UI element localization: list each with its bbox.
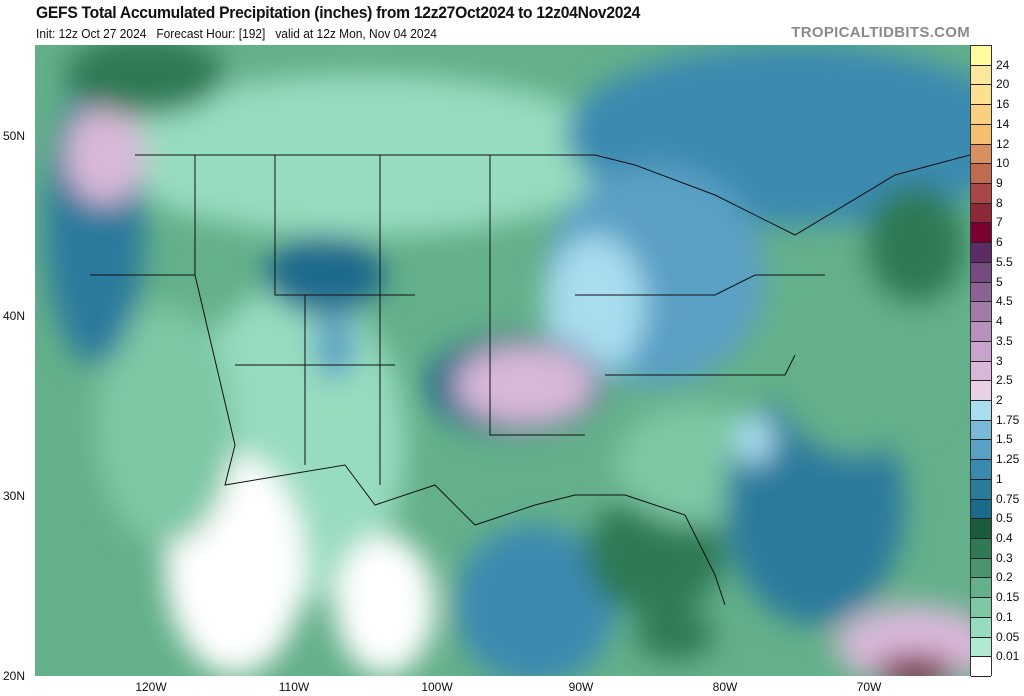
colorbar-segment xyxy=(971,578,991,599)
colorbar-label: 14 xyxy=(996,116,1010,131)
colorbar-segment xyxy=(971,538,991,559)
colorbar-label: 3.5 xyxy=(996,333,1013,348)
colorbar-label: 24 xyxy=(996,57,1010,72)
lon-label: 100W xyxy=(421,680,453,694)
colorbar-label: 1.25 xyxy=(996,452,1020,467)
colorbar-segment xyxy=(971,361,991,382)
colorbar-label: 5.5 xyxy=(996,254,1013,269)
colorbar-label: 10 xyxy=(996,156,1010,171)
colorbar-label: 1 xyxy=(996,471,1003,486)
colorbar-segment xyxy=(971,65,991,86)
colorbar-segment xyxy=(971,144,991,165)
colorbar-label: 0.5 xyxy=(996,511,1013,526)
colorbar-label: 1.75 xyxy=(996,412,1020,427)
precipitation-map xyxy=(35,45,970,676)
precip-field xyxy=(45,45,970,676)
colorbar-label: 9 xyxy=(996,176,1003,191)
colorbar-label: 2.5 xyxy=(996,373,1013,388)
colorbar-label: 0.75 xyxy=(996,491,1020,506)
colorbar-segment xyxy=(971,223,991,244)
colorbar-label: 2 xyxy=(996,392,1003,407)
colorbar-label: 12 xyxy=(996,136,1010,151)
colorbar-segment xyxy=(971,262,991,283)
colorbar xyxy=(970,45,992,677)
colorbar-label: 1.5 xyxy=(996,432,1013,447)
colorbar-segment xyxy=(971,657,991,677)
lat-label: 20N xyxy=(3,669,26,683)
colorbar-segment xyxy=(971,105,991,125)
colorbar-segment xyxy=(971,164,991,185)
lon-label: 80W xyxy=(712,680,738,694)
colorbar-segment xyxy=(971,203,991,224)
colorbar-segment xyxy=(971,420,991,441)
colorbar-label: 7 xyxy=(996,215,1003,230)
map-subtitle: Init: 12z Oct 27 2024 Forecast Hour: [19… xyxy=(36,26,437,41)
colorbar-label: 3 xyxy=(996,353,1003,368)
state-borders xyxy=(90,154,970,606)
colorbar-segment xyxy=(971,46,991,66)
colorbar-segment xyxy=(971,400,991,421)
colorbar-segment xyxy=(971,499,991,520)
map-title: GEFS Total Accumulated Precipitation (in… xyxy=(36,3,641,22)
colorbar-segment xyxy=(971,184,991,204)
colorbar-label: 16 xyxy=(996,97,1010,112)
colorbar-segment xyxy=(971,282,991,303)
colorbar-label: 0.2 xyxy=(996,570,1013,585)
lon-label: 90W xyxy=(568,680,594,694)
colorbar-label: 4.5 xyxy=(996,294,1013,309)
colorbar-segment xyxy=(971,302,991,323)
colorbar-label: 0.3 xyxy=(996,550,1013,565)
colorbar-label: 0.01 xyxy=(996,649,1020,664)
colorbar-label: 0.05 xyxy=(996,629,1020,644)
colorbar-label: 0.1 xyxy=(996,609,1013,624)
colorbar-segment xyxy=(971,519,991,539)
colorbar-label: 8 xyxy=(996,195,1003,210)
colorbar-label: 6 xyxy=(996,235,1003,250)
lat-label: 50N xyxy=(3,129,26,143)
colorbar-segment xyxy=(971,617,991,638)
colorbar-segment xyxy=(971,440,991,461)
colorbar-segment xyxy=(971,243,991,263)
colorbar-label: 0.4 xyxy=(996,530,1013,545)
colorbar-segment xyxy=(971,598,991,618)
colorbar-segment xyxy=(971,85,991,106)
colorbar-segment xyxy=(971,479,991,500)
colorbar-label: 0.15 xyxy=(996,590,1020,605)
lat-label: 40N xyxy=(3,309,26,323)
lon-label: 70W xyxy=(856,680,882,694)
colorbar-label: 20 xyxy=(996,77,1010,92)
colorbar-segment xyxy=(971,637,991,658)
lon-label: 120W xyxy=(135,680,167,694)
colorbar-segment xyxy=(971,558,991,579)
colorbar-segment xyxy=(971,322,991,342)
colorbar-segment xyxy=(971,124,991,145)
brand-watermark: TROPICALTIDBITS.COM xyxy=(791,24,970,41)
colorbar-label: 5 xyxy=(996,274,1003,289)
colorbar-segment xyxy=(971,341,991,362)
colorbar-label: 4 xyxy=(996,314,1003,329)
colorbar-segment xyxy=(971,460,991,480)
colorbar-segment xyxy=(971,381,991,401)
lon-label: 110W xyxy=(278,680,310,694)
lat-label: 30N xyxy=(3,489,26,503)
